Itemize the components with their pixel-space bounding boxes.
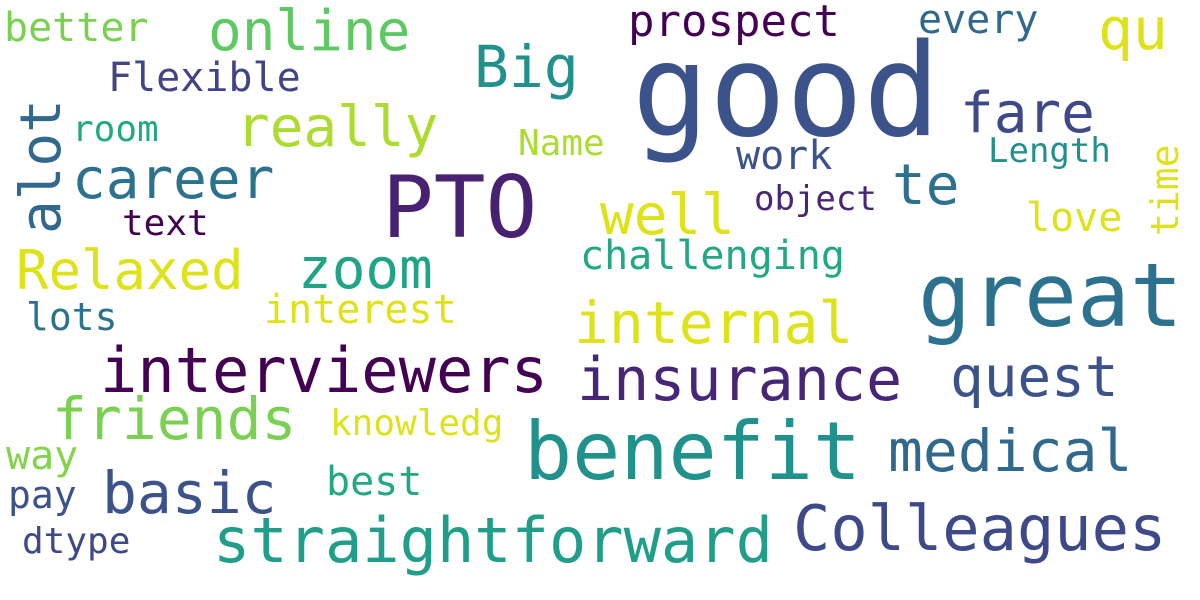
word-text: text xyxy=(122,203,209,244)
word-length: Length xyxy=(988,131,1111,171)
word-really: really xyxy=(236,95,439,160)
word-dtype: dtype xyxy=(22,521,131,562)
word-alot: alot xyxy=(9,99,74,234)
word-good: good xyxy=(632,17,941,166)
word-relaxed: Relaxed xyxy=(16,239,244,302)
word-challenging: challenging xyxy=(580,233,845,279)
word-time: time xyxy=(1143,144,1187,236)
word-zoom: zoom xyxy=(298,237,433,302)
word-flexible: Flexible xyxy=(108,55,301,101)
word-object: object xyxy=(754,179,877,219)
word-quest: quest xyxy=(950,345,1119,410)
word-room: room xyxy=(72,109,159,150)
word-pay: pay xyxy=(8,473,77,517)
word-interviewers: interviewers xyxy=(100,334,548,407)
word-way: way xyxy=(6,433,79,479)
word-internal: internal xyxy=(574,289,854,357)
word-straightforward: straightforward xyxy=(213,504,773,577)
word-knowledg: knowledg xyxy=(330,403,504,444)
word-prospect: prospect xyxy=(628,0,840,47)
word-great: great xyxy=(918,244,1183,347)
word-well: well xyxy=(600,183,735,248)
word-lots: lots xyxy=(26,295,118,339)
word-qu: qu xyxy=(1098,0,1168,63)
word-te: te xyxy=(892,153,960,218)
word-pto: PTO xyxy=(382,158,538,258)
word-benefit: benefit xyxy=(524,405,862,498)
word-online: online xyxy=(208,0,411,64)
word-friends: friends xyxy=(52,385,297,453)
word-best: best xyxy=(326,459,423,505)
word-every: every xyxy=(918,0,1039,43)
word-name: Name xyxy=(518,123,605,164)
word-interest: interest xyxy=(264,287,457,333)
word-medical: medical xyxy=(888,417,1133,485)
word-fare: fare xyxy=(960,81,1095,146)
word-love: love xyxy=(1026,195,1123,241)
word-better: better xyxy=(4,5,149,51)
word-work: work xyxy=(736,133,833,179)
word-colleagues: Colleagues xyxy=(793,492,1167,565)
word-basic: basic xyxy=(102,459,277,527)
word-insurance: insurance xyxy=(577,345,903,415)
word-career: career xyxy=(72,147,275,212)
word-big: Big xyxy=(474,33,579,101)
